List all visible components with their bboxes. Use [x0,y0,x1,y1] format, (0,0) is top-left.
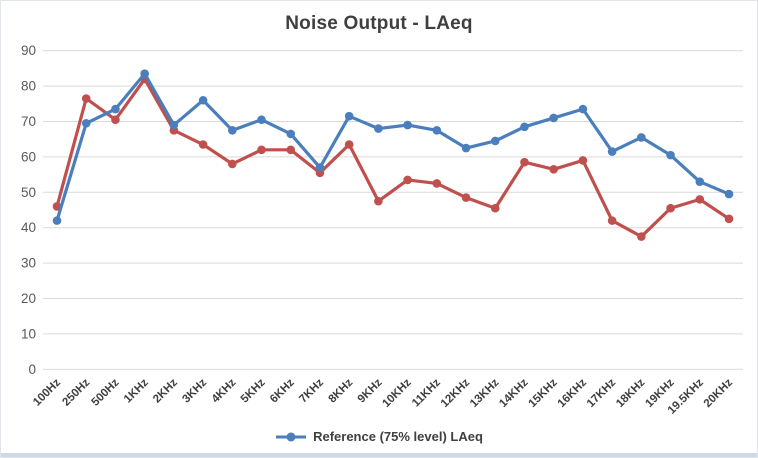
x-tick-label: 4KHz [210,376,239,405]
legend: Reference (75% level) LAeq [1,429,757,444]
y-tick-label: 20 [21,291,36,306]
data-point-marker [286,129,296,139]
data-point-marker [228,126,237,135]
data-point-marker [111,104,120,114]
x-tick-label: 8KHz [326,376,355,405]
series-line-1 [55,77,731,239]
data-point-marker [228,159,237,169]
legend-label: Reference (75% level) LAeq [313,429,483,444]
x-tick-label: 10KHz [380,376,414,410]
x-tick-label: 500Hz [90,376,122,408]
data-point-marker [315,163,325,172]
data-point-marker [724,189,734,199]
y-tick-label: 80 [21,79,36,94]
data-point-marker [81,118,91,128]
y-tick-label: 0 [28,362,36,377]
data-point-marker [637,133,646,142]
data-point-marker [432,179,442,188]
data-point-marker [257,145,266,155]
chart-title: Noise Output - LAeq [285,13,473,34]
data-point-marker [695,177,705,186]
data-point-marker [578,104,588,114]
x-tick-label: 7KHz [297,376,326,405]
data-point-marker [257,115,266,125]
x-tick-label: 17KHz [585,376,619,410]
data-point-marker [344,111,354,121]
x-tick-label: 14KHz [497,376,531,410]
x-tick-label: 250Hz [60,376,92,408]
data-point-marker [607,147,617,156]
data-point-marker [140,69,149,79]
data-point-marker [461,143,471,153]
y-tick-label: 50 [21,185,36,200]
data-point-marker [490,203,500,213]
x-tick-label: 15KHz [526,376,560,410]
x-tick-label: 3KHz [180,376,209,405]
data-point-marker [549,113,558,123]
x-tick-label: 20KHz [702,376,736,410]
x-tick-label: 100Hz [31,376,63,408]
x-tick-label: 6KHz [268,376,297,405]
data-point-marker [578,156,588,165]
series-line-0 [55,72,731,223]
x-tick-label: 2KHz [151,376,180,405]
x-tick-label: 12KHz [439,376,473,410]
data-point-marker [52,216,62,225]
data-point-marker [724,214,734,224]
data-point-marker [607,216,617,225]
data-point-marker [374,124,383,133]
legend-line-marker-icon [276,432,307,441]
data-point-marker [432,126,442,135]
data-point-marker [637,232,646,241]
data-point-marker [198,95,208,105]
x-tick-label: 18KHz [614,376,648,410]
x-tick-label: 13KHz [468,376,502,410]
data-point-marker [461,193,471,202]
data-point-marker [169,120,179,130]
data-point-marker [549,164,558,174]
bottom-edge-strip [1,453,757,457]
data-point-marker [695,195,705,204]
data-point-marker [666,203,675,213]
data-point-marker [374,196,383,206]
data-point-marker [490,136,500,146]
y-tick-label: 30 [21,256,36,271]
data-point-marker [403,175,412,185]
x-tick-label: 16KHz [556,376,590,410]
data-point-marker [344,140,354,149]
x-tick-label: 11KHz [410,376,443,409]
data-point-marker [666,150,675,160]
y-tick-label: 40 [21,220,36,235]
data-point-marker [198,140,208,149]
data-point-marker [403,120,412,130]
data-point-marker [520,157,529,167]
x-tick-label: 5KHz [239,376,268,405]
x-tick-label: 1KHz [122,376,151,405]
data-point-marker [286,145,296,155]
data-point-marker [520,122,529,132]
data-point-marker [111,115,120,125]
data-point-marker [81,94,91,103]
y-tick-label: 60 [21,149,36,164]
y-tick-label: 70 [21,114,36,129]
y-tick-label: 10 [21,326,36,341]
y-tick-label: 90 [21,43,36,58]
